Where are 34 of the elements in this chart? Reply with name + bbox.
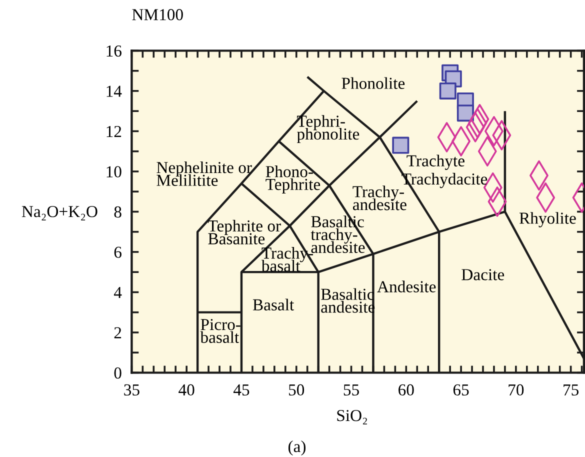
x-tick-label: 45: [233, 384, 250, 396]
annotation: Picro- basalt: [200, 318, 240, 343]
y-tick-label: 4: [114, 287, 122, 298]
y-tick-label: 10: [106, 166, 122, 178]
annotation: Trachy- andesite: [352, 186, 406, 210]
y-tick-label: 2: [114, 327, 122, 338]
x-tick-label: 40: [178, 384, 194, 396]
chart-title: NM100: [132, 9, 183, 20]
x-tick-label: 65: [453, 384, 469, 396]
x-tick-label: 55: [344, 384, 359, 396]
x-tick-label: 50: [289, 384, 304, 396]
text: (a): [288, 440, 306, 456]
annotation: Phono- Tephrite: [266, 166, 320, 194]
y-axis-title: Na₂O+K₂O: [22, 206, 98, 220]
x-tick-label: 70: [508, 384, 524, 396]
x-tick-label: 35: [124, 384, 140, 396]
y-tick-label: 12: [106, 126, 122, 137]
x-tick-label: 60: [398, 384, 414, 396]
y-tick-label: 8: [114, 206, 122, 218]
annotation: Tephri- phonolite: [296, 115, 360, 144]
x-axis-title: SiO₂: [337, 410, 367, 424]
annotation: Dacite: [462, 269, 504, 280]
annotation: Phonolite: [342, 77, 405, 89]
y-tick-label: 16: [106, 45, 122, 57]
x-tick-label: 75: [564, 384, 579, 396]
annotation: Nephelinite or Melilitite: [156, 161, 252, 186]
annotation: Andesite: [377, 280, 436, 292]
y-tick-label: 0: [114, 367, 122, 379]
y-tick-label: 6: [114, 246, 122, 258]
annotation: Trachyte: [406, 154, 464, 170]
annotation: Tephrite or Basanite: [208, 220, 281, 244]
y-tick-label: 14: [106, 86, 122, 97]
annotation: Rhyolite: [519, 212, 576, 228]
annotation: Basalt: [252, 298, 294, 310]
